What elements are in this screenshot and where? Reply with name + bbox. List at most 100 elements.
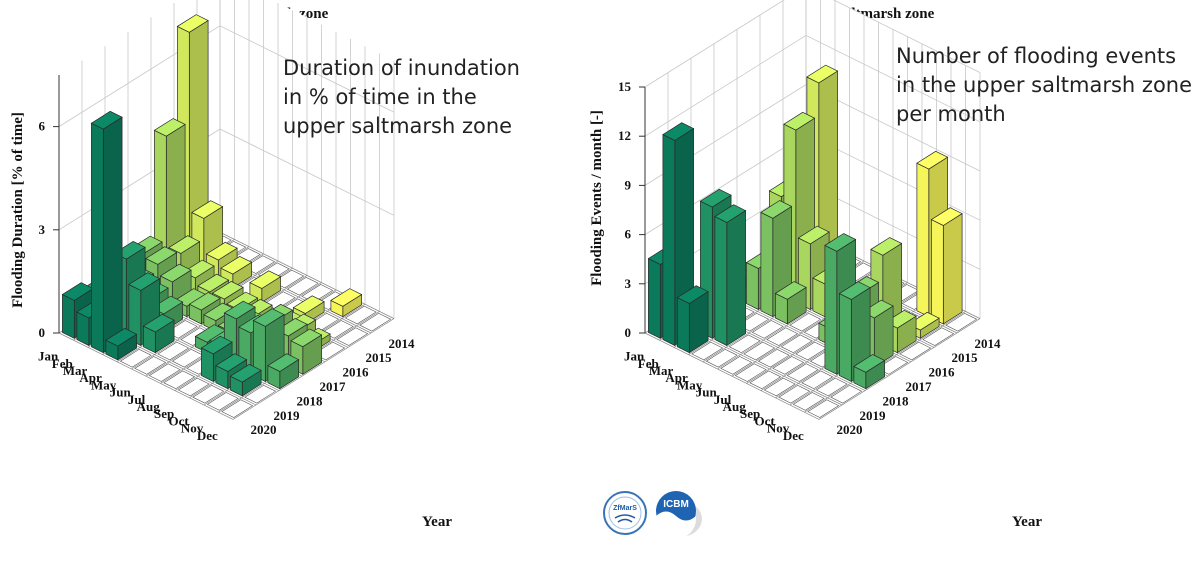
bar-apr-2020: [105, 327, 138, 361]
bar-dec-2020: [221, 399, 254, 418]
month-tick-label: Jun: [110, 385, 132, 400]
floor-grid-line: [232, 318, 395, 420]
bar-sep-2020: [177, 377, 210, 397]
year-tick-label: 2018: [297, 393, 324, 408]
z-tick-label: 3: [625, 276, 632, 291]
bar-dec-2015: [336, 327, 369, 346]
bar-may-2020: [119, 348, 152, 368]
month-tick-label: Jul: [128, 392, 146, 407]
annotation-line-2: in % of time in the: [283, 85, 477, 109]
bar-jul-2020: [734, 363, 767, 382]
month-tick-label: Oct: [755, 413, 776, 428]
floor-grid-line: [219, 231, 395, 319]
bar-nov-2019: [229, 363, 262, 397]
grid-line: [58, 25, 395, 127]
bars: [61, 14, 392, 418]
bar-jun-2019: [157, 341, 190, 361]
bar-may-2017: [774, 281, 807, 325]
floor-grid-line: [818, 318, 981, 420]
bar-oct-2019: [801, 370, 834, 390]
year-tick-label: 2018: [883, 393, 910, 408]
bar-may-2019: [142, 313, 175, 354]
month-tick-label: Aug: [723, 399, 747, 414]
y-axis-label: Flooding Events / month [-]: [589, 110, 605, 286]
bar-dec-2019: [244, 384, 277, 404]
chart-panel-events: Upper saltmarsh zone 03691215JanFebMarAp…: [589, 0, 1192, 530]
month-tick-label: Sep: [740, 406, 760, 421]
z-tick-labels: 0 3 6 9 12 15: [618, 79, 645, 340]
bar-dec-2018: [853, 354, 886, 390]
bar-nov-2020: [792, 392, 825, 411]
bar-aug-2019: [772, 356, 805, 375]
year-tick-label: 2019: [860, 408, 887, 423]
annotation-line-3: upper saltmarsh zone: [283, 114, 512, 138]
month-tick-label: Dec: [197, 428, 218, 443]
month-tick-label: Jul: [714, 392, 732, 407]
month-tick-label: Apr: [665, 370, 688, 385]
annotation-line-3: per month: [896, 102, 1006, 126]
bar-dec-2018: [267, 353, 300, 390]
bar-apr-2019: [714, 204, 747, 347]
bar-jun-2018: [766, 327, 799, 346]
bar-jul-2018: [780, 334, 813, 354]
month-tick-label: Jan: [624, 349, 645, 364]
bar-dec-2016: [899, 341, 932, 361]
bar-oct-2020: [192, 384, 225, 404]
y-axis-label: Flooding Duration [% of time]: [10, 112, 26, 308]
bar-mar-2020: [90, 110, 123, 354]
annotation-line-1: Number of flooding events: [896, 44, 1176, 68]
year-tick-label: 2019: [274, 408, 301, 423]
month-tick-label: Oct: [169, 413, 190, 428]
bar-nov-2019: [815, 377, 848, 397]
bar-nov-2020: [206, 392, 239, 411]
bar-nov-2014: [344, 305, 377, 325]
bar-jul-2019: [757, 348, 790, 368]
bar-jun-2019: [743, 341, 776, 361]
year-tick-label: 2017: [320, 379, 347, 394]
z-tick-label: 3: [39, 222, 46, 237]
x-axis-label: Year: [1012, 514, 1042, 530]
month-tick-label: Feb: [52, 356, 73, 371]
x-axis-label: Year: [422, 514, 452, 530]
z-tick-label: 9: [625, 177, 632, 192]
logo-icbm: ICBM: [656, 491, 702, 539]
annotation-line-1: Duration of inundation: [283, 56, 520, 80]
year-tick-label: 2020: [837, 422, 863, 437]
bar-sep-2019: [786, 363, 819, 382]
bar-mar-2020: [676, 285, 709, 354]
plot-area: 0 3 6 9 12 15 JanFebMarAprMayJunJulAugSepOctNo…: [618, 0, 1001, 443]
z-tick-label: 6: [625, 227, 632, 242]
bar-jun-2020: [720, 356, 753, 375]
z-tick-label: 6: [39, 119, 46, 134]
bar-oct-2014: [330, 288, 363, 318]
bar-oct-2020: [778, 384, 811, 404]
month-tick-label: Nov: [181, 421, 204, 436]
z-tick-label: 12: [618, 128, 631, 143]
month-tick-label: Mar: [649, 363, 674, 378]
month-tick-label: Mar: [63, 363, 88, 378]
bar-dec-2019: [830, 384, 863, 404]
bar-aug-2020: [163, 370, 196, 390]
month-tick-label: Aug: [137, 399, 161, 414]
bar-dec-2015: [922, 327, 955, 346]
month-tick-label: Sep: [154, 406, 174, 421]
bar-may-2019: [728, 334, 761, 354]
z-tick-label: 0: [39, 325, 46, 340]
floor-grid-line: [804, 311, 966, 413]
bar-dec-2020: [807, 399, 840, 418]
logo-zfmars-text: ZfMarS: [613, 505, 637, 512]
logo-zfmars: ZfMarS: [603, 491, 647, 535]
bar-dec-2014: [945, 312, 978, 332]
month-tick-label: May: [677, 377, 703, 392]
month-tick-label: Dec: [783, 428, 804, 443]
year-tick-label: 2016: [343, 365, 370, 380]
year-tick-label: 2016: [929, 365, 956, 380]
bar-may-2020: [705, 348, 738, 368]
z-tick-label: 0: [625, 325, 632, 340]
bars: [647, 64, 978, 418]
